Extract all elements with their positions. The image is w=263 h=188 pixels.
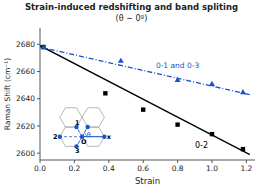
series-label: 0-2 — [195, 141, 208, 150]
x-tick — [177, 160, 178, 163]
inset-label: θ — [87, 131, 91, 139]
inset-label: 1 — [75, 119, 80, 127]
x-axis-line — [40, 160, 255, 161]
x-tick-label: 1.2 — [240, 164, 252, 173]
x-tick — [143, 160, 144, 163]
x-tick-label: 0.6 — [137, 164, 149, 173]
y-tick — [37, 71, 40, 72]
hexagon — [60, 108, 82, 127]
inset-label: 3 — [75, 147, 80, 155]
y-tick — [37, 44, 40, 45]
inset-diagram: O 1 2 3 x θ — [53, 108, 112, 156]
axes: 0.0 0.2 0.4 0.6 0.8 1.0 1.2 2600 2620 2640 2660 268… — [16, 28, 255, 173]
fit-line — [40, 47, 250, 95]
x-tick — [246, 160, 247, 163]
x-tick — [40, 160, 41, 163]
x-tick-label: 0.4 — [103, 164, 115, 173]
y-tick — [37, 125, 40, 126]
point — [141, 107, 145, 111]
x-tick-label: 1.0 — [206, 164, 218, 173]
hexagon — [82, 108, 104, 127]
point — [240, 89, 246, 94]
subtitle: (θ ∼ 0º) — [116, 14, 148, 23]
x-axis-label: Strain — [135, 176, 160, 186]
y-tick — [37, 153, 40, 154]
y-axis-label: Raman Shift (cm⁻¹) — [3, 58, 12, 130]
x-tick — [108, 160, 109, 163]
x-tick-label: 0.8 — [172, 164, 184, 173]
inset-label: x — [107, 133, 112, 141]
x-tick-label: 0.0 — [34, 164, 46, 173]
point — [41, 45, 45, 49]
point — [175, 122, 179, 126]
y-tick-label: 2660 — [16, 67, 35, 76]
x-tick — [74, 160, 75, 163]
title: Strain-induced redshifting and band spli… — [25, 2, 238, 12]
y-tick-label: 2620 — [16, 122, 35, 131]
y-tick-label: 2680 — [16, 40, 35, 49]
y-tick — [37, 98, 40, 99]
point — [118, 58, 124, 63]
hexagon — [60, 127, 82, 146]
point — [210, 132, 214, 136]
x-tick-label: 0.2 — [68, 164, 80, 173]
point — [241, 147, 245, 151]
x-tick — [212, 160, 213, 163]
point — [175, 77, 181, 82]
y-tick-label: 2640 — [16, 94, 35, 103]
atom — [85, 125, 89, 129]
series-label: 0-1 and 0-3 — [156, 61, 200, 70]
point — [40, 44, 46, 49]
atom — [58, 134, 62, 138]
point — [103, 91, 107, 95]
point — [209, 81, 215, 86]
chart: Strain-induced redshifting and band spli… — [0, 0, 263, 188]
plot-area — [40, 44, 250, 155]
inset-label: O — [81, 138, 87, 146]
y-axis-line — [40, 28, 41, 160]
fit-line — [40, 46, 250, 155]
bond — [60, 136, 82, 137]
inset-label: 2 — [53, 133, 58, 141]
y-tick-label: 2600 — [16, 149, 35, 158]
